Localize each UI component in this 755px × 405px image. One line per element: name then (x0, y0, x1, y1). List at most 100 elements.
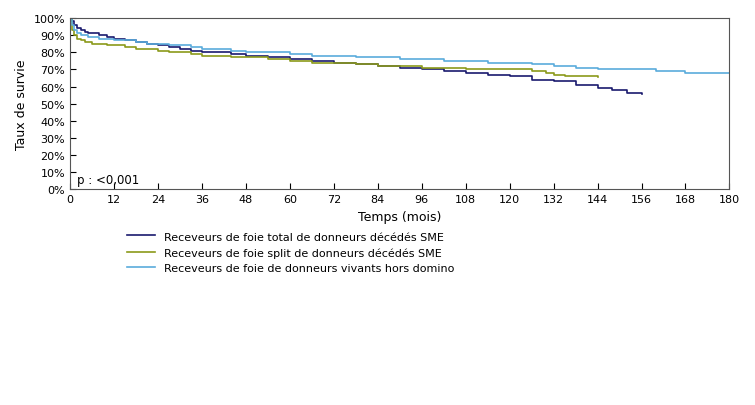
Receveurs de foie de donneurs vivants hors domino (307, 54, 316, 59)
Receveurs de foie split de donneurs décédés SME (72, 37, 82, 42)
Receveurs de foie de donneurs vivants hors domino (88, 35, 97, 40)
Receveurs de foie total de donneurs décédés SME (186, 49, 196, 54)
Receveurs de foie total de donneurs décédés SME (212, 51, 221, 55)
Receveurs de foie split de donneurs décédés SME (593, 75, 602, 80)
Legend: Receveurs de foie total de donneurs décédés SME, Receveurs de foie split de donn: Receveurs de foie total de donneurs décé… (123, 228, 459, 278)
Receveurs de foie de donneurs vivants hors domino (578, 66, 587, 71)
Receveurs de foie split de donneurs décédés SME (186, 52, 196, 57)
Receveurs de foie total de donneurs décédés SME (439, 70, 448, 75)
Receveurs de foie de donneurs vivants hors domino (131, 40, 140, 45)
Receveurs de foie de donneurs vivants hors domino (76, 34, 85, 38)
Receveurs de foie total de donneurs décédés SME (88, 32, 97, 37)
Receveurs de foie total de donneurs décédés SME (226, 52, 236, 57)
Receveurs de foie de donneurs vivants hors domino (395, 58, 404, 62)
Receveurs de foie split de donneurs décédés SME (395, 64, 404, 69)
Receveurs de foie de donneurs vivants hors domino (226, 49, 236, 54)
Receveurs de foie total de donneurs décédés SME (483, 73, 492, 78)
Receveurs de foie split de donneurs décédés SME (505, 68, 514, 72)
Receveurs de foie de donneurs vivants hors domino (527, 63, 536, 68)
Receveurs de foie total de donneurs décédés SME (307, 59, 316, 64)
Receveurs de foie split de donneurs décédés SME (373, 64, 382, 69)
Receveurs de foie total de donneurs décédés SME (505, 75, 514, 79)
Receveurs de foie de donneurs vivants hors domino (121, 39, 130, 44)
Receveurs de foie total de donneurs décédés SME (418, 68, 427, 72)
Receveurs de foie total de donneurs décédés SME (197, 51, 206, 55)
Receveurs de foie total de donneurs décédés SME (76, 28, 85, 33)
Receveurs de foie total de donneurs décédés SME (461, 71, 470, 76)
Receveurs de foie de donneurs vivants hors domino (95, 37, 104, 42)
Receveurs de foie de donneurs vivants hors domino (373, 56, 382, 61)
Receveurs de foie de donneurs vivants hors domino (725, 71, 734, 76)
Line: Receveurs de foie de donneurs vivants hors domino: Receveurs de foie de donneurs vivants ho… (70, 19, 729, 74)
Receveurs de foie de donneurs vivants hors domino (695, 71, 704, 76)
Receveurs de foie de donneurs vivants hors domino (622, 68, 631, 72)
Receveurs de foie total de donneurs décédés SME (175, 47, 184, 52)
Receveurs de foie de donneurs vivants hors domino (143, 42, 152, 47)
Receveurs de foie de donneurs vivants hors domino (593, 68, 602, 72)
Receveurs de foie total de donneurs décédés SME (153, 44, 162, 49)
Receveurs de foie total de donneurs décédés SME (637, 93, 646, 98)
Receveurs de foie de donneurs vivants hors domino (351, 56, 360, 61)
Receveurs de foie de donneurs vivants hors domino (263, 51, 273, 55)
Receveurs de foie split de donneurs décédés SME (165, 51, 174, 55)
Receveurs de foie de donneurs vivants hors domino (109, 39, 119, 44)
Receveurs de foie split de donneurs décédés SME (212, 54, 221, 59)
Receveurs de foie de donneurs vivants hors domino (667, 70, 676, 75)
Receveurs de foie split de donneurs décédés SME (131, 47, 140, 52)
Receveurs de foie split de donneurs décédés SME (109, 44, 119, 49)
Receveurs de foie split de donneurs décédés SME (242, 56, 251, 61)
Receveurs de foie split de donneurs décédés SME (197, 54, 206, 59)
Receveurs de foie split de donneurs décédés SME (226, 56, 236, 61)
Receveurs de foie split de donneurs décédés SME (88, 42, 97, 47)
Receveurs de foie de donneurs vivants hors domino (175, 44, 184, 49)
Y-axis label: Taux de survie: Taux de survie (15, 59, 28, 149)
Receveurs de foie total de donneurs décédés SME (373, 64, 382, 69)
Receveurs de foie de donneurs vivants hors domino (564, 64, 573, 69)
Receveurs de foie de donneurs vivants hors domino (418, 58, 427, 62)
Receveurs de foie split de donneurs décédés SME (351, 63, 360, 68)
Receveurs de foie split de donneurs décédés SME (461, 68, 470, 72)
Receveurs de foie total de donneurs décédés SME (395, 66, 404, 71)
Receveurs de foie total de donneurs décédés SME (242, 54, 251, 59)
Receveurs de foie de donneurs vivants hors domino (439, 59, 448, 64)
Receveurs de foie de donneurs vivants hors domino (84, 35, 93, 40)
Receveurs de foie split de donneurs décédés SME (527, 70, 536, 75)
Receveurs de foie de donneurs vivants hors domino (102, 37, 111, 42)
Receveurs de foie total de donneurs décédés SME (351, 63, 360, 68)
Receveurs de foie de donneurs vivants hors domino (72, 32, 82, 37)
Receveurs de foie total de donneurs décédés SME (622, 92, 631, 96)
Receveurs de foie total de donneurs décédés SME (285, 58, 294, 62)
Receveurs de foie de donneurs vivants hors domino (66, 17, 75, 21)
Line: Receveurs de foie total de donneurs décédés SME: Receveurs de foie total de donneurs décé… (70, 19, 642, 95)
Receveurs de foie split de donneurs décédés SME (578, 75, 587, 79)
Receveurs de foie split de donneurs décédés SME (263, 58, 273, 62)
Receveurs de foie total de donneurs décédés SME (593, 87, 602, 92)
Receveurs de foie split de donneurs décédés SME (542, 71, 551, 76)
Receveurs de foie de donneurs vivants hors domino (608, 68, 617, 72)
Receveurs de foie de donneurs vivants hors domino (329, 54, 338, 59)
Receveurs de foie split de donneurs décédés SME (84, 40, 93, 45)
Receveurs de foie total de donneurs décédés SME (549, 80, 558, 85)
Receveurs de foie split de donneurs décédés SME (285, 59, 294, 64)
Receveurs de foie de donneurs vivants hors domino (212, 47, 221, 52)
Receveurs de foie de donneurs vivants hors domino (652, 70, 661, 75)
Receveurs de foie de donneurs vivants hors domino (461, 59, 470, 64)
Line: Receveurs de foie split de donneurs décédés SME: Receveurs de foie split de donneurs décé… (70, 19, 597, 78)
Receveurs de foie total de donneurs décédés SME (263, 56, 273, 61)
Receveurs de foie de donneurs vivants hors domino (285, 52, 294, 57)
Receveurs de foie total de donneurs décédés SME (165, 46, 174, 51)
Receveurs de foie split de donneurs décédés SME (66, 17, 75, 21)
X-axis label: Temps (mois): Temps (mois) (358, 210, 442, 223)
Receveurs de foie total de donneurs décédés SME (527, 78, 536, 83)
Receveurs de foie split de donneurs décédés SME (102, 44, 111, 49)
Receveurs de foie de donneurs vivants hors domino (197, 47, 206, 52)
Receveurs de foie de donneurs vivants hors domino (571, 66, 580, 71)
Receveurs de foie total de donneurs décédés SME (84, 32, 93, 37)
Receveurs de foie split de donneurs décédés SME (95, 42, 104, 47)
Text: p : <0,001: p : <0,001 (77, 173, 140, 186)
Receveurs de foie de donneurs vivants hors domino (505, 61, 514, 66)
Receveurs de foie split de donneurs décédés SME (69, 34, 79, 38)
Receveurs de foie split de donneurs décédés SME (67, 28, 76, 33)
Receveurs de foie split de donneurs décédés SME (307, 61, 316, 66)
Receveurs de foie total de donneurs décédés SME (143, 42, 152, 47)
